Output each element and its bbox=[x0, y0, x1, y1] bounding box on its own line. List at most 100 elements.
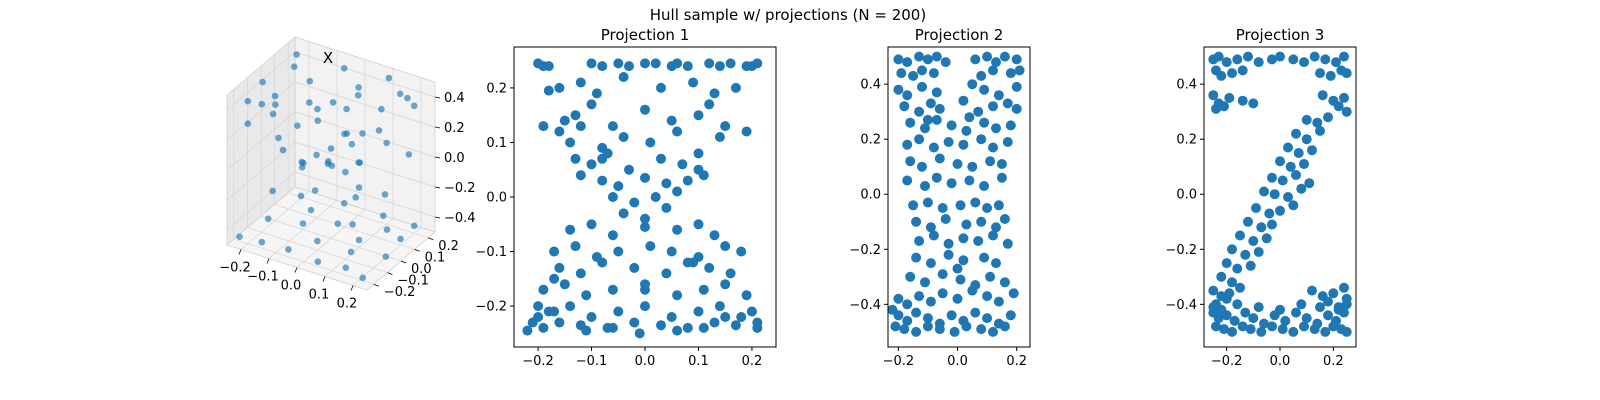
data-point bbox=[1291, 128, 1301, 139]
plot-3d: X−0.2−0.10.00.10.2−0.2−0.10.00.10.2−0.4−… bbox=[219, 36, 476, 312]
data-point bbox=[1237, 95, 1248, 106]
data-point bbox=[988, 101, 998, 112]
data-point bbox=[1299, 321, 1309, 332]
data-point bbox=[597, 175, 608, 186]
x-tick-label: 0.1 bbox=[309, 288, 330, 303]
data-point bbox=[591, 88, 602, 99]
data-point bbox=[565, 301, 576, 312]
data-point bbox=[1339, 51, 1349, 62]
data-point bbox=[581, 325, 592, 336]
data-point bbox=[693, 110, 704, 121]
data-point bbox=[586, 58, 597, 69]
data-point bbox=[934, 324, 945, 335]
data-point bbox=[666, 312, 677, 322]
data-point bbox=[1216, 70, 1227, 81]
data-point bbox=[893, 84, 904, 95]
data-point bbox=[902, 57, 913, 68]
data-point bbox=[917, 65, 927, 76]
data-point bbox=[988, 65, 998, 76]
data-point bbox=[1264, 208, 1275, 219]
data-point-3d bbox=[355, 184, 363, 191]
data-point bbox=[952, 263, 963, 274]
data-point bbox=[1235, 230, 1245, 241]
data-point bbox=[1331, 57, 1341, 68]
data-point-3d bbox=[348, 140, 356, 148]
data-point bbox=[720, 121, 731, 132]
data-point bbox=[991, 57, 1001, 68]
data-point bbox=[999, 214, 1010, 224]
data-point bbox=[1237, 65, 1248, 76]
data-point bbox=[905, 117, 916, 128]
data-point-3d bbox=[271, 92, 279, 100]
data-point bbox=[922, 54, 933, 65]
data-point bbox=[958, 95, 969, 106]
data-point bbox=[1213, 313, 1224, 324]
data-point bbox=[714, 132, 725, 142]
data-point bbox=[693, 306, 704, 317]
data-point-3d bbox=[347, 248, 355, 256]
data-point bbox=[961, 321, 972, 332]
data-point-3d bbox=[290, 63, 298, 70]
data-point bbox=[629, 317, 640, 328]
data-point bbox=[1259, 318, 1269, 329]
plot-projection-1: Projection 1 −0.2 −0.1 0.0 0.1 0.2 −0.2 −0.1 0.0… bbox=[475, 26, 777, 369]
data-point bbox=[704, 262, 715, 273]
data-point-3d bbox=[264, 215, 272, 223]
data-point bbox=[1315, 302, 1325, 313]
x-tick-mark bbox=[322, 276, 326, 282]
data-point bbox=[899, 101, 910, 112]
data-point bbox=[890, 321, 901, 332]
data-point bbox=[666, 246, 677, 257]
data-point bbox=[554, 317, 565, 328]
data-point bbox=[1208, 302, 1219, 313]
data-point bbox=[559, 279, 570, 290]
data-point bbox=[1002, 98, 1013, 109]
data-point bbox=[1232, 299, 1243, 310]
data-point bbox=[1005, 120, 1016, 131]
data-point bbox=[597, 61, 608, 72]
y-tick-label: 0.2 bbox=[486, 81, 507, 96]
data-point bbox=[985, 156, 996, 167]
data-point bbox=[1307, 285, 1317, 296]
data-point bbox=[640, 301, 650, 312]
data-point bbox=[1299, 159, 1309, 169]
data-point bbox=[993, 200, 1004, 211]
data-point bbox=[752, 317, 763, 328]
x-tick-label: −0.1 bbox=[247, 270, 279, 285]
y-tick-label: 0.0 bbox=[411, 262, 432, 277]
data-point bbox=[1299, 57, 1309, 68]
data-point bbox=[1267, 54, 1277, 65]
data-point bbox=[618, 132, 629, 142]
data-point bbox=[570, 153, 581, 164]
data-point bbox=[586, 219, 597, 230]
data-point-3d bbox=[314, 258, 322, 266]
data-point bbox=[928, 230, 939, 241]
data-point bbox=[533, 312, 544, 322]
data-point bbox=[607, 230, 618, 241]
data-point bbox=[661, 268, 672, 279]
data-point bbox=[709, 317, 720, 328]
data-point bbox=[967, 79, 978, 90]
data-point bbox=[741, 290, 752, 301]
data-point bbox=[991, 123, 1001, 134]
data-point bbox=[1253, 247, 1264, 257]
data-point bbox=[908, 200, 919, 211]
data-point bbox=[640, 172, 650, 183]
data-point bbox=[976, 134, 987, 145]
data-point-3d bbox=[410, 102, 418, 110]
data-point bbox=[1277, 324, 1288, 335]
data-point bbox=[961, 125, 972, 136]
data-point bbox=[698, 170, 709, 181]
y-tick-label: 0.0 bbox=[486, 191, 507, 206]
data-point bbox=[911, 216, 922, 227]
data-point bbox=[1227, 277, 1237, 288]
data-point bbox=[914, 291, 925, 302]
data-point bbox=[1333, 101, 1344, 112]
data-point bbox=[645, 241, 656, 252]
data-point bbox=[973, 236, 984, 246]
data-point-3d bbox=[375, 127, 383, 134]
data-point-3d bbox=[355, 84, 362, 91]
data-point-3d bbox=[340, 200, 348, 207]
data-point bbox=[725, 58, 736, 69]
